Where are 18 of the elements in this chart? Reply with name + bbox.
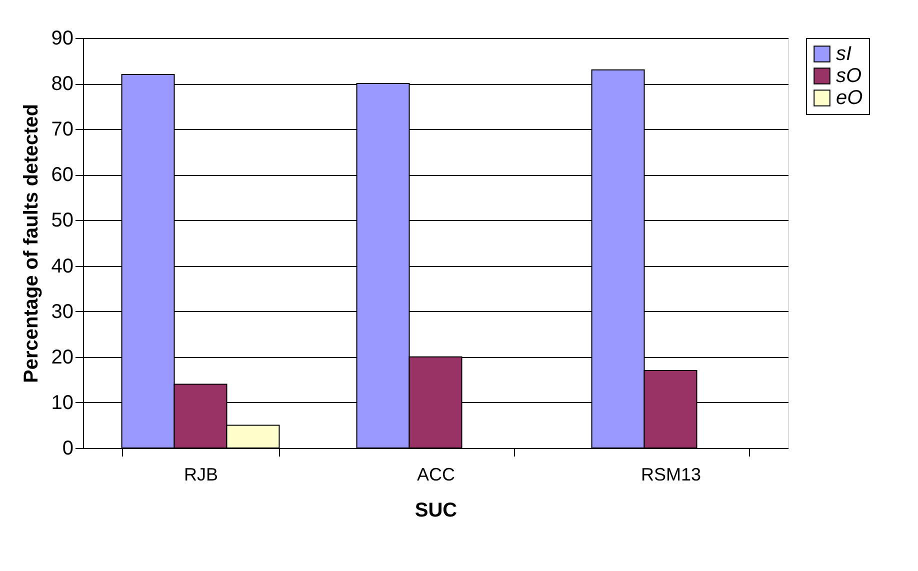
y-tick-label: 70 — [51, 118, 74, 141]
legend-label: sO — [836, 65, 862, 87]
y-tick-label: 90 — [51, 28, 74, 50]
x-tick-label: ACC — [416, 464, 456, 484]
y-tick-label: 0 — [62, 438, 74, 460]
x-tick-label: RSM13 — [640, 464, 702, 484]
y-tick-label: 40 — [51, 255, 74, 278]
y-tick-label: 80 — [51, 73, 74, 96]
legend-label: sI — [836, 43, 852, 65]
y-tick-label: 50 — [51, 210, 74, 232]
x-axis-title: SUC — [414, 500, 458, 522]
x-tick-label: RJB — [184, 464, 218, 484]
y-tick-label: 60 — [51, 164, 74, 186]
y-tick-label: 20 — [51, 346, 74, 368]
y-tick-label: 10 — [51, 392, 74, 414]
legend-label: eO — [836, 87, 863, 109]
y-axis-title: Percentage of faults detected — [20, 104, 42, 383]
y-tick-label: 30 — [51, 300, 74, 323]
